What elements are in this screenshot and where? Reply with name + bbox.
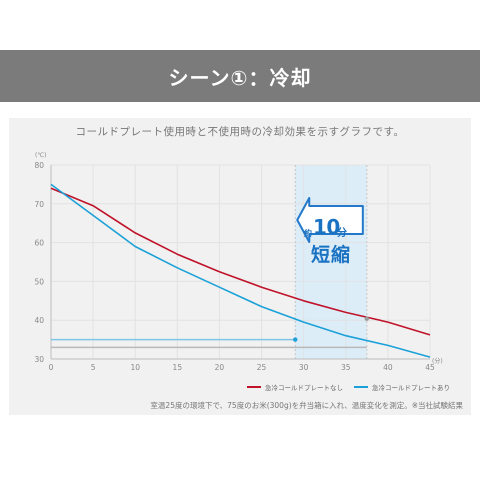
marker-without-plate xyxy=(364,316,370,321)
y-tick-label: 60 xyxy=(34,239,44,248)
y-axis-unit: (℃) xyxy=(35,152,46,159)
callout-unit: 分 xyxy=(337,228,347,239)
x-tick-label: 10 xyxy=(130,363,140,372)
y-tick-label: 40 xyxy=(34,316,44,325)
marker-with-plate xyxy=(293,337,298,342)
y-tick-label: 30 xyxy=(34,355,44,364)
series-line-1 xyxy=(50,187,431,336)
x-tick-label: 25 xyxy=(257,363,267,372)
x-tick-label: 0 xyxy=(49,363,54,372)
x-tick-label: 20 xyxy=(215,363,225,372)
callout-value: 10 xyxy=(313,215,340,239)
reduction-callout: 約 10 分 短縮 xyxy=(290,213,362,266)
reduction-arrow xyxy=(296,197,364,243)
x-tick-label: 30 xyxy=(299,363,309,372)
highlight-band xyxy=(295,165,367,359)
x-tick-label: 40 xyxy=(383,363,393,372)
legend-item-without-plate: 急冷コールドプレートなし xyxy=(247,382,343,392)
chart-footnote: 室温25度の環境下で、75度のお米(300g)を弁当箱に入れ、温度変化を測定。※… xyxy=(150,401,463,410)
x-tick-label: 45 xyxy=(425,363,435,372)
y-tick-label: 80 xyxy=(34,161,44,170)
x-tick-label: 5 xyxy=(91,363,96,372)
legend-label-with: 急冷コールドプレートあり xyxy=(372,384,450,392)
scene-banner: シーン①：冷却 xyxy=(0,50,480,102)
y-tick-label: 70 xyxy=(34,200,44,209)
series-line-2 xyxy=(50,183,431,358)
cooling-chart: 30 40 50 60 70 80 0 5 10 15 20 25 30 35 40 45 (℃) (分) xyxy=(34,152,443,372)
chart-panel: コールドプレート使用時と不使用時の冷却効果を示すグラフです。 30 40 50 60 7… xyxy=(9,118,471,415)
legend-item-with-plate: 急冷コールドプレートあり xyxy=(354,382,450,392)
y-tick-label: 50 xyxy=(34,277,44,286)
legend-swatch-red xyxy=(247,386,261,388)
x-tick-label: 15 xyxy=(173,363,183,372)
x-tick-label: 35 xyxy=(341,363,351,372)
chart-title: コールドプレート使用時と不使用時の冷却効果を示すグラフです。 xyxy=(75,126,405,138)
banner-title: シーン①：冷却 xyxy=(168,65,312,90)
callout-prefix: 約 xyxy=(304,229,312,238)
callout-label: 短縮 xyxy=(311,244,352,266)
legend-swatch-blue xyxy=(354,386,368,388)
x-axis-unit: (分) xyxy=(432,357,443,365)
legend-label-without: 急冷コールドプレートなし xyxy=(265,384,343,392)
